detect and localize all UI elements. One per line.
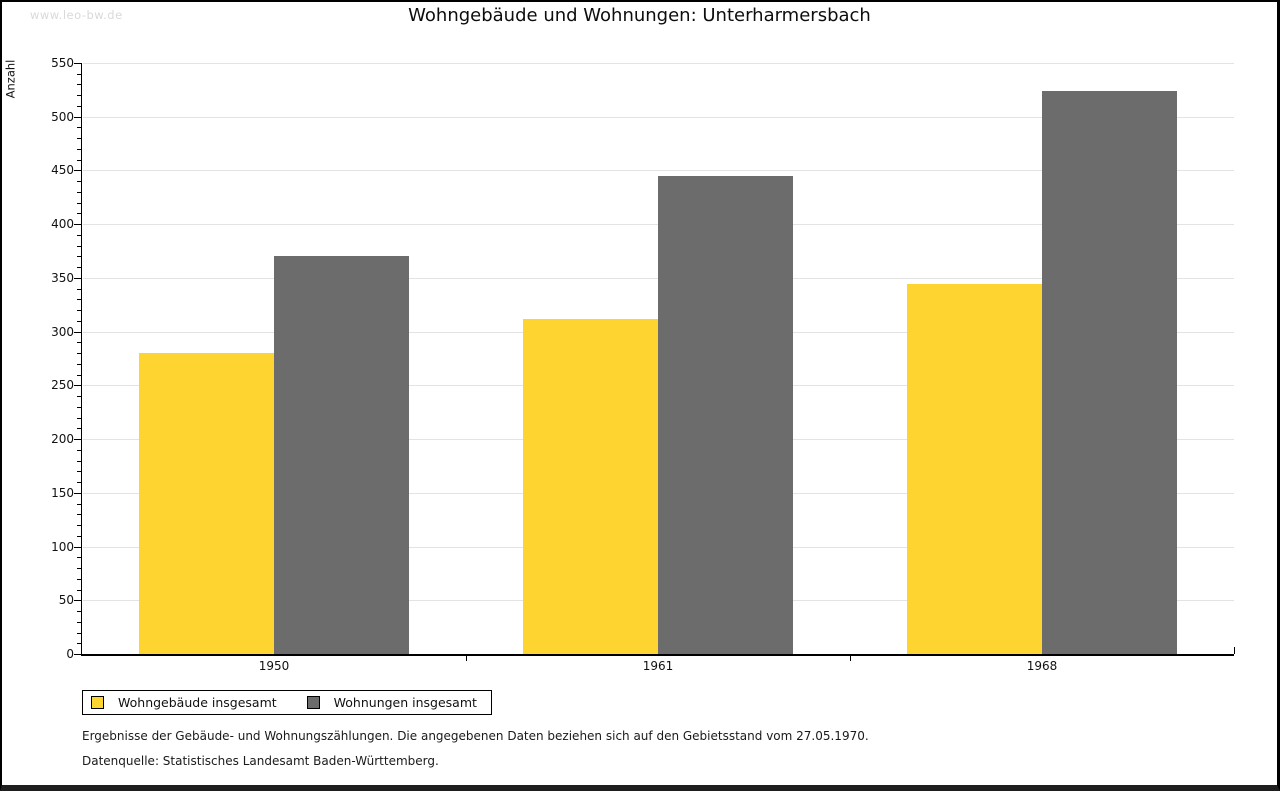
y-tick-label-350: 350 (51, 271, 74, 285)
gridline-550 (83, 63, 1234, 64)
legend: Wohngebäude insgesamt Wohnungen insgesamt (82, 690, 492, 715)
y-tick-minor (77, 450, 82, 451)
y-tick-minor (77, 622, 82, 623)
y-tick-minor (77, 590, 82, 591)
y-tick-minor (77, 461, 82, 462)
watermark: www.leo-bw.de (30, 8, 123, 22)
legend-swatch-wohnungen (306, 696, 320, 709)
y-tick-minor (77, 106, 82, 107)
y-tick-label-250: 250 (51, 378, 74, 392)
legend-swatch-wohngebaeude (91, 696, 104, 709)
y-tick-minor (77, 342, 82, 343)
legend-label-0: Wohngebäude insgesamt (118, 695, 277, 710)
y-tick-major (74, 493, 82, 494)
y-tick-label-300: 300 (51, 325, 74, 339)
x-tick (850, 656, 851, 661)
y-tick-minor (77, 418, 82, 419)
y-tick-label-200: 200 (51, 432, 74, 446)
footnote-gebietsstand: Ergebnisse der Gebäude- und Wohnungszähl… (82, 729, 869, 743)
gridline-500 (83, 117, 1234, 118)
footnote-datenquelle: Datenquelle: Statistisches Landesamt Bad… (82, 754, 439, 768)
y-tick-label-500: 500 (51, 110, 74, 124)
y-tick-minor (77, 203, 82, 204)
y-tick-minor (77, 428, 82, 429)
gridline-450 (83, 170, 1234, 171)
chart-title: Wohngebäude und Wohnungen: Unterharmersb… (408, 5, 871, 26)
bar-wohnungen-1968 (1042, 91, 1177, 654)
x-category-label-1950: 1950 (258, 659, 290, 673)
y-tick-major (74, 170, 82, 171)
y-tick-minor (77, 95, 82, 96)
y-tick-minor (77, 557, 82, 558)
y-tick-major (74, 278, 82, 279)
y-tick-major (74, 224, 82, 225)
y-tick-minor (77, 256, 82, 257)
y-tick-minor (77, 536, 82, 537)
y-tick-label-150: 150 (51, 486, 74, 500)
y-tick-minor (77, 181, 82, 182)
y-tick-minor (77, 138, 82, 139)
x-category-label-1961: 1961 (642, 659, 674, 673)
y-axis-line (81, 63, 82, 654)
y-tick-minor (77, 633, 82, 634)
y-tick-minor (77, 84, 82, 85)
y-tick-minor (77, 149, 82, 150)
y-tick-minor (77, 482, 82, 483)
x-category-label-1968: 1968 (1026, 659, 1058, 673)
y-tick-minor (77, 192, 82, 193)
bar-wohngebaeude-1968 (907, 284, 1042, 654)
y-tick-minor (77, 74, 82, 75)
legend-item-0: Wohngebäude insgesamt (91, 695, 277, 710)
y-tick-minor (77, 504, 82, 505)
y-tick-major (74, 600, 82, 601)
y-tick-minor (77, 525, 82, 526)
y-tick-minor (77, 299, 82, 300)
x-axis-line (81, 654, 1234, 656)
y-tick-minor (77, 235, 82, 236)
y-tick-minor (77, 127, 82, 128)
y-tick-minor (77, 310, 82, 311)
y-tick-minor (77, 396, 82, 397)
y-tick-major (74, 63, 82, 64)
y-tick-minor (77, 568, 82, 569)
y-tick-label-400: 400 (51, 217, 74, 231)
y-tick-minor (77, 611, 82, 612)
y-tick-minor (77, 267, 82, 268)
bar-wohngebaeude-1961 (523, 319, 658, 654)
y-tick-minor (77, 375, 82, 376)
y-tick-major (74, 547, 82, 548)
y-tick-label-0: 0 (66, 647, 74, 661)
bar-wohnungen-1950 (274, 256, 409, 654)
y-tick-minor (77, 514, 82, 515)
y-tick-minor (77, 364, 82, 365)
y-tick-label-100: 100 (51, 540, 74, 554)
bar-wohngebaeude-1950 (139, 353, 274, 654)
y-tick-label-550: 550 (51, 56, 74, 70)
y-tick-major (74, 332, 82, 333)
y-tick-minor (77, 213, 82, 214)
y-tick-minor (77, 407, 82, 408)
y-tick-minor (77, 579, 82, 580)
y-tick-minor (77, 160, 82, 161)
legend-label-1: Wohnungen insgesamt (333, 695, 477, 710)
y-tick-major (74, 654, 82, 655)
y-tick-minor (77, 643, 82, 644)
x-axis-end-tick (1234, 647, 1235, 654)
y-tick-major (74, 439, 82, 440)
y-tick-minor (77, 321, 82, 322)
y-tick-label-50: 50 (58, 593, 74, 607)
legend-item-1: Wohnungen insgesamt (306, 695, 477, 710)
y-tick-minor (77, 353, 82, 354)
bar-wohnungen-1961 (658, 176, 793, 654)
y-tick-major (74, 385, 82, 386)
y-tick-minor (77, 471, 82, 472)
x-tick (466, 656, 467, 661)
y-tick-minor (77, 289, 82, 290)
y-tick-minor (77, 246, 82, 247)
y-tick-major (74, 117, 82, 118)
y-tick-label-450: 450 (51, 163, 74, 177)
